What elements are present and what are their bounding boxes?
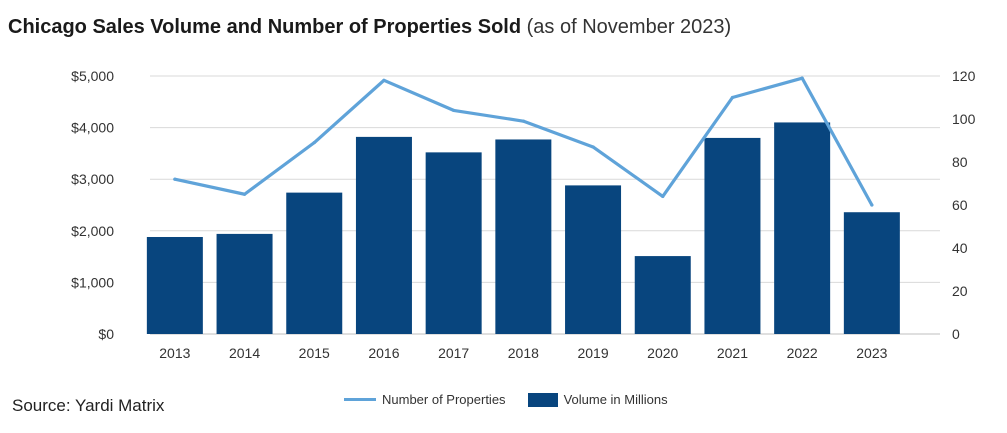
bar (495, 139, 552, 334)
bar (146, 236, 203, 334)
line-point (730, 95, 735, 100)
x-tick-label: 2013 (159, 345, 190, 361)
line-point (800, 76, 804, 80)
left-axis: $0 $1,000 $2,000 $3,000 $4,000 $5,000 (71, 68, 114, 342)
bar (565, 185, 622, 334)
bar (704, 137, 761, 334)
bar (774, 122, 831, 334)
right-tick-label: 100 (952, 111, 976, 127)
left-tick-label: $2,000 (71, 223, 114, 239)
x-tick-label: 2018 (508, 345, 539, 361)
right-tick-label: 40 (952, 240, 968, 256)
left-tick-label: $1,000 (71, 274, 114, 290)
legend-label-line: Number of Properties (382, 392, 506, 407)
line-series (173, 76, 874, 207)
x-tick-label: 2023 (856, 345, 887, 361)
line-point (312, 141, 316, 145)
legend-swatch-line (344, 398, 376, 401)
bar (216, 233, 273, 334)
source-note: Source: Yardi Matrix (12, 396, 165, 415)
bar (634, 256, 691, 334)
line-point (661, 194, 665, 198)
left-tick-label: $5,000 (71, 68, 114, 84)
right-tick-label: 60 (952, 197, 968, 213)
x-tick-label: 2016 (368, 345, 399, 361)
right-tick-label: 120 (952, 68, 976, 84)
line-point (173, 177, 177, 181)
left-tick-label: $4,000 (71, 120, 114, 136)
line-point (591, 145, 595, 149)
legend-label-bar: Volume in Millions (563, 392, 668, 407)
chart-title: Chicago Sales Volume and Number of Prope… (8, 16, 731, 39)
right-tick-label: 20 (952, 283, 968, 299)
x-tick-label: 2015 (299, 345, 330, 361)
right-tick-label: 80 (952, 154, 968, 170)
x-axis: 2013 2014 2015 2016 2017 2018 2019 2020 2021 2022… (159, 345, 887, 361)
x-tick-label: 2022 (787, 345, 818, 361)
chart-legend: Number of Properties Volume in Millions (344, 392, 690, 407)
x-tick-label: 2020 (647, 345, 678, 361)
left-tick-label: $3,000 (71, 171, 114, 187)
x-tick-label: 2014 (229, 345, 260, 361)
bar (355, 136, 412, 334)
line-point (521, 119, 525, 123)
left-tick-label: $0 (98, 326, 114, 342)
bar-series (146, 122, 900, 334)
line-point (452, 108, 456, 112)
x-tick-label: 2021 (717, 345, 748, 361)
chart-title-main: Chicago Sales Volume and Number of Prope… (8, 16, 522, 38)
legend-item-bar: Volume in Millions (527, 392, 668, 407)
line-point (242, 192, 247, 196)
x-tick-label: 2017 (438, 345, 469, 361)
line-point (382, 78, 386, 82)
bar (425, 152, 482, 334)
right-axis: 0 20 40 60 80 100 120 (952, 68, 976, 342)
chart-title-subtitle: (as of November 2023) (526, 16, 732, 38)
line-point (870, 203, 874, 207)
legend-item-line: Number of Properties (344, 392, 506, 407)
bar (843, 212, 900, 334)
right-tick-label: 0 (952, 326, 960, 342)
legend-swatch-bar (527, 392, 558, 407)
x-tick-label: 2019 (577, 345, 608, 361)
bar (286, 192, 343, 334)
